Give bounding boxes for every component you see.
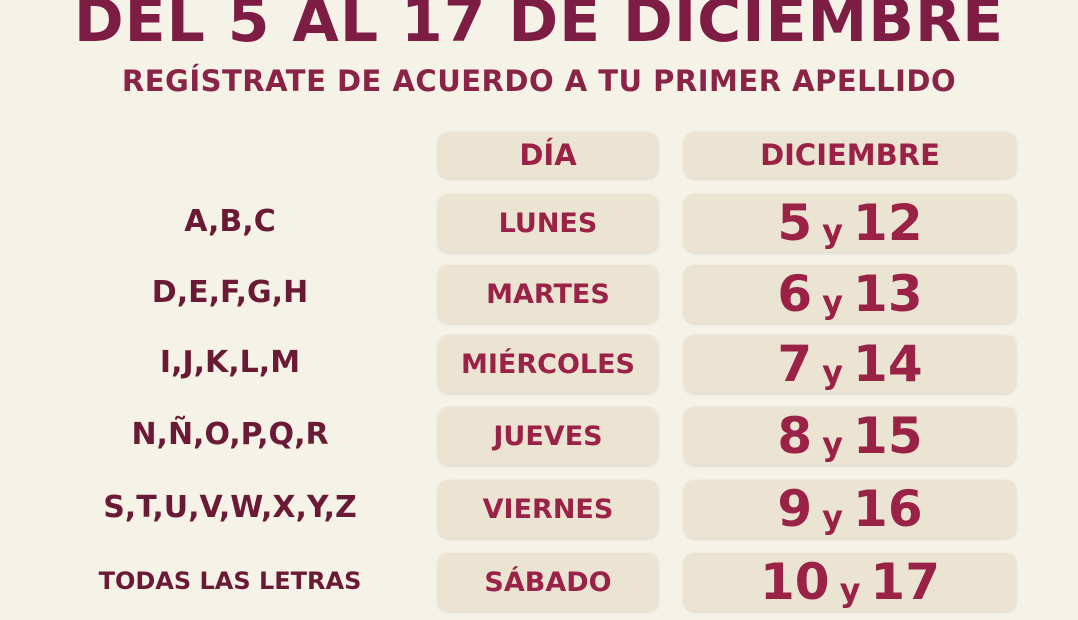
row-day: JUEVES [438, 407, 658, 465]
date-second: 15 [853, 407, 923, 465]
date-first: 8 [777, 407, 813, 465]
date-second: 14 [853, 335, 923, 393]
date-separator: y [839, 571, 861, 609]
date-first: 7 [777, 335, 813, 393]
row-letters: A,B,C [184, 204, 276, 239]
page-subtitle: REGÍSTRATE DE ACUERDO A TU PRIMER APELLI… [121, 64, 957, 98]
row-letters: I,J,K,L,M [159, 345, 301, 380]
row-letters: S,T,U,V,W,X,Y,Z [103, 490, 357, 525]
row-dates: 10 y 17 [684, 553, 1016, 611]
date-second: 13 [853, 265, 923, 323]
row-day: MARTES [438, 265, 658, 323]
row-dates: 8 y 15 [684, 407, 1016, 465]
row-letters: TODAS LAS LETRAS [98, 567, 362, 595]
row-dates: 7 y 14 [684, 335, 1016, 393]
date-separator: y [822, 425, 844, 463]
date-first: 9 [777, 480, 813, 538]
row-letters: N,Ñ,O,P,Q,R [131, 417, 329, 452]
date-first: 5 [777, 194, 813, 252]
date-separator: y [822, 283, 844, 321]
date-separator: y [822, 498, 844, 536]
date-first: 10 [759, 553, 830, 611]
row-letters: D,E,F,G,H [151, 275, 309, 310]
row-day: SÁBADO [438, 553, 658, 611]
header-month: DICIEMBRE [684, 132, 1016, 178]
row-day: MIÉRCOLES [438, 335, 658, 393]
date-second: 16 [853, 480, 923, 538]
date-first: 6 [777, 265, 813, 323]
row-day: LUNES [438, 194, 658, 252]
row-dates: 5 y 12 [684, 194, 1016, 252]
date-separator: y [822, 353, 844, 391]
row-dates: 6 y 13 [684, 265, 1016, 323]
row-day: VIERNES [438, 480, 658, 538]
page-title: DEL 5 AL 17 DE DICIEMBRE [73, 0, 1005, 56]
date-separator: y [822, 212, 844, 250]
date-second: 17 [870, 553, 941, 611]
header-day: DÍA [438, 132, 658, 178]
date-second: 12 [853, 194, 923, 252]
row-dates: 9 y 16 [684, 480, 1016, 538]
